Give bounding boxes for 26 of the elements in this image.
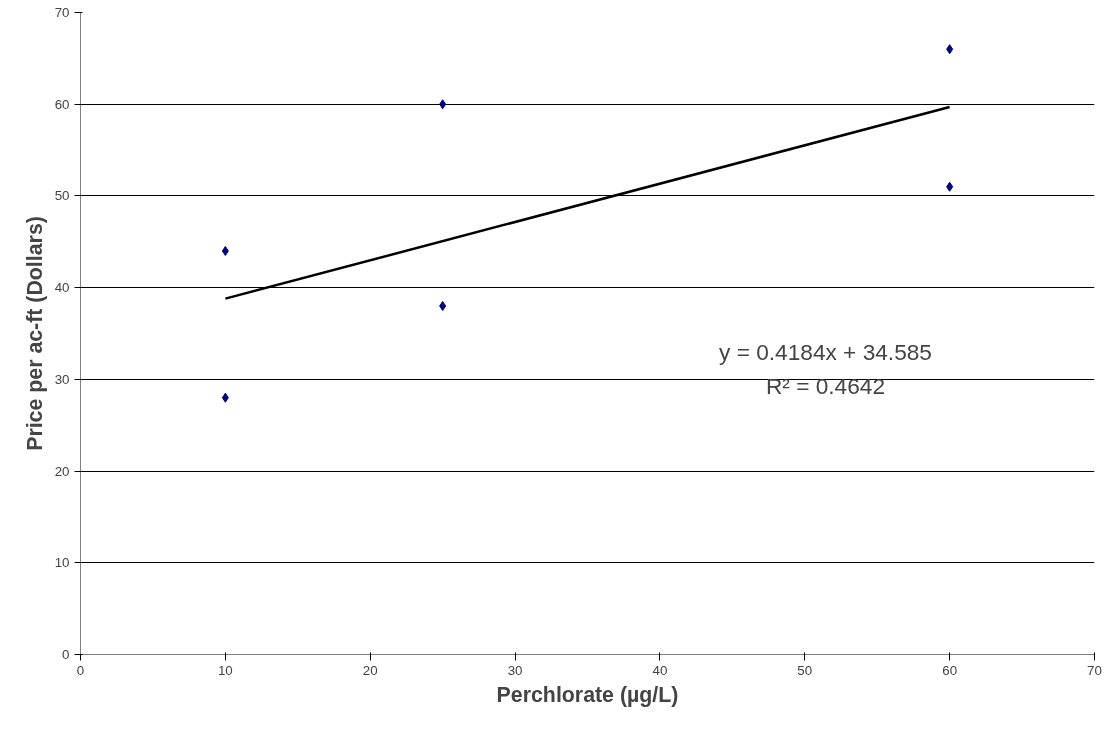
point: [221, 392, 229, 403]
point: [439, 99, 447, 110]
annotation: y = 0.4184x + 34.585: [719, 338, 932, 365]
point: [946, 181, 954, 192]
x-tick-label: 50: [797, 662, 813, 678]
y-tick-label: 20: [54, 463, 70, 479]
y-tick-label: 70: [54, 5, 70, 20]
x-tick-label: 0: [76, 662, 85, 678]
y-tick-label: 50: [54, 188, 70, 204]
x-tick-label: 20: [362, 662, 378, 678]
y-tick-label: 0: [62, 647, 70, 662]
y-tick-label: 40: [54, 280, 70, 296]
x-tick-label: 60: [942, 662, 958, 678]
x-tick-label: 10: [217, 662, 233, 678]
x-tick-label: 70: [1087, 662, 1102, 678]
y-tick-label: 60: [54, 96, 70, 112]
point: [946, 44, 954, 55]
x-tick-label: 30: [507, 662, 523, 678]
y-tick-label: 10: [54, 555, 70, 571]
point: [221, 245, 229, 256]
annotation: R² = 0.4642: [765, 372, 886, 399]
y-axis-title: Price per ac-ft (Dollars): [22, 216, 47, 451]
x-axis-title: Perchlorate (µg/L): [496, 682, 679, 707]
y-tick-label: 30: [54, 371, 70, 387]
x-tick-label: 40: [652, 662, 668, 678]
point: [439, 300, 447, 311]
